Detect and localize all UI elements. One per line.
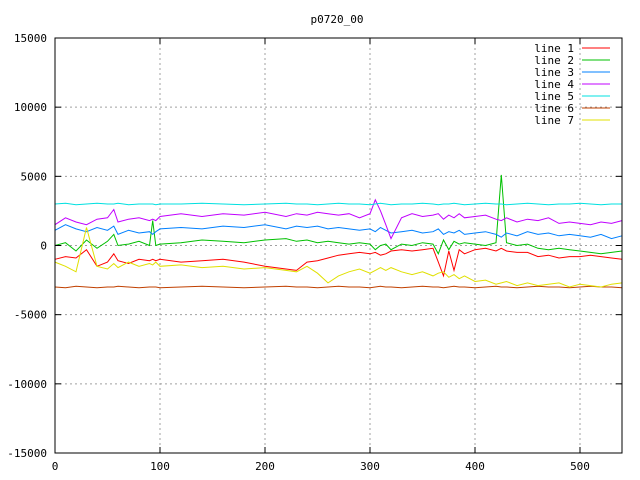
legend-label: line 4 (534, 78, 574, 91)
legend-label: line 7 (534, 114, 574, 127)
x-tick-label: 100 (150, 460, 170, 473)
series-line-6 (54, 285, 623, 289)
x-tick-label: 0 (52, 460, 59, 473)
y-tick-label: 0 (40, 240, 47, 253)
y-tick-label: -10000 (7, 378, 47, 391)
series-line-3 (54, 224, 623, 240)
series-line-5 (54, 202, 622, 206)
x-tick-label: 400 (465, 460, 485, 473)
x-tick-label: 200 (255, 460, 275, 473)
axes: 0 100 200 300 400 500 -15000 -10000 -5000 0 5000 10… (7, 32, 622, 473)
x-tick-label: 500 (570, 460, 590, 473)
y-tick-label: -5000 (14, 309, 47, 322)
legend-label: line 6 (534, 102, 574, 115)
series-line-1 (54, 247, 623, 278)
legend-label: line 3 (534, 66, 574, 79)
y-tick-label: -15000 (7, 447, 47, 460)
y-tick-label: 15000 (14, 32, 47, 45)
legend-label: line 1 (534, 42, 574, 55)
series-layer (54, 174, 623, 289)
x-tick-label: 300 (360, 460, 380, 473)
chart-title: p0720_00 (311, 13, 364, 26)
series-line-2 (54, 174, 623, 255)
series-line-4 (54, 198, 623, 240)
grid-lines (55, 38, 622, 453)
y-tick-label: 10000 (14, 101, 47, 114)
series-line-7 (54, 227, 623, 288)
legend-label: line 2 (534, 54, 574, 67)
y-tick-label: 5000 (21, 170, 48, 183)
legend-label: line 5 (534, 90, 574, 103)
